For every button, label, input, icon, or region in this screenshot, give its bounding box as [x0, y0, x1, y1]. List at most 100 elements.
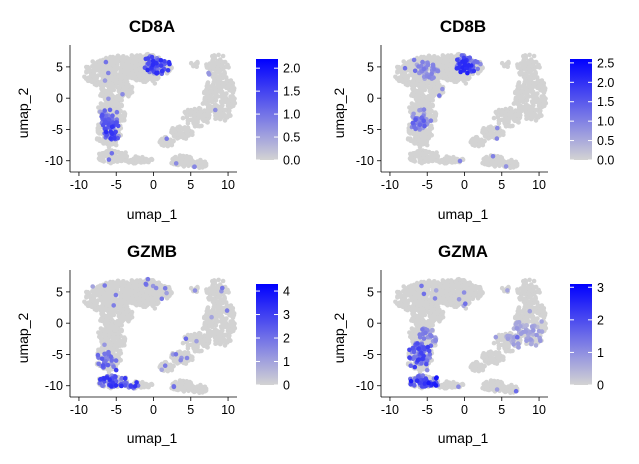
- cell-point: [99, 316, 104, 322]
- cell-point: [134, 302, 139, 308]
- cell-point: [418, 152, 423, 157]
- cell-point: [122, 295, 128, 301]
- cell-point: [438, 75, 444, 80]
- scatter-points: [82, 51, 238, 170]
- cell-point: [501, 132, 506, 138]
- cell-point: [448, 53, 453, 59]
- cell-point: [212, 85, 217, 91]
- cell-point: [506, 159, 511, 164]
- cell-point: [424, 84, 429, 89]
- y-axis-label: umap_2: [331, 87, 347, 138]
- panel-title: GZMB: [127, 242, 177, 261]
- colorbar-tick-label: 0.5: [283, 131, 300, 145]
- cell-point: [103, 129, 109, 135]
- cell-point: [138, 156, 143, 162]
- cell-point: [481, 129, 487, 134]
- cell-point: [219, 113, 224, 119]
- y-tick-label: 5: [367, 60, 374, 74]
- cell-point: [136, 72, 142, 78]
- cell-point: [531, 80, 537, 86]
- cell-point: [416, 137, 422, 143]
- cell-point: [223, 96, 228, 102]
- cell-point: [229, 94, 235, 99]
- cell-point: [521, 60, 526, 66]
- colorbar-tick-label: 2.0: [283, 62, 300, 76]
- cell-point: [86, 302, 92, 307]
- cell-point: [145, 67, 150, 73]
- cell-point: [191, 121, 197, 127]
- cell-point: [107, 325, 113, 331]
- x-tick-label: -10: [70, 178, 88, 192]
- cell-point: [457, 158, 463, 164]
- cell-point: [161, 143, 167, 148]
- cell-point: [422, 139, 427, 145]
- colorbar-gradient: [570, 59, 592, 160]
- cell-point: [128, 291, 134, 297]
- cell-point: [113, 142, 119, 148]
- cell-point: [116, 88, 122, 94]
- cell-point: [229, 322, 235, 328]
- y-tick-label: -10: [356, 154, 374, 168]
- cell-point: [228, 78, 234, 83]
- cell-point: [523, 85, 528, 91]
- cell-point: [86, 77, 92, 82]
- cell-point: [103, 336, 108, 341]
- cell-point: [417, 122, 423, 127]
- cell-point: [106, 302, 112, 308]
- cell-point: [101, 150, 106, 156]
- y-tick-label: -10: [45, 154, 63, 168]
- cell-point: [113, 327, 119, 333]
- colorbar-tick-label: 0.0: [283, 154, 300, 168]
- cell-point: [158, 283, 164, 288]
- cell-point: [82, 299, 87, 305]
- cell-point: [94, 288, 99, 294]
- cell-point: [184, 115, 190, 120]
- cell-point: [427, 158, 433, 163]
- cell-point: [225, 328, 231, 334]
- cell-point: [519, 95, 525, 101]
- cell-point: [221, 84, 226, 89]
- cell-point: [108, 129, 114, 134]
- y-tick-label: 0: [367, 92, 374, 106]
- cell-point: [113, 84, 118, 89]
- cell-point: [443, 156, 448, 162]
- cell-point: [210, 56, 216, 62]
- cell-point: [213, 97, 219, 103]
- cell-point: [113, 284, 119, 290]
- cell-point: [437, 93, 442, 98]
- cell-point: [454, 66, 460, 71]
- cell-point: [429, 102, 435, 108]
- cell-point: [195, 159, 200, 164]
- cell-point: [94, 136, 100, 141]
- cell-point: [446, 58, 452, 63]
- cell-point: [167, 61, 172, 67]
- cell-point: [455, 78, 461, 83]
- cell-point: [111, 346, 116, 352]
- x-tick-label: 10: [221, 178, 235, 192]
- cell-point: [179, 125, 184, 131]
- cell-point: [210, 60, 215, 66]
- cell-point: [222, 118, 228, 123]
- cell-point: [220, 80, 226, 86]
- cell-point: [116, 158, 122, 163]
- cell-point: [122, 70, 128, 76]
- cell-point: [213, 107, 218, 113]
- cell-point: [173, 161, 179, 166]
- cell-point: [494, 155, 500, 160]
- cell-point: [95, 129, 101, 134]
- cell-point: [121, 87, 126, 92]
- cell-point: [90, 59, 95, 64]
- cell-point: [228, 113, 233, 118]
- cell-point: [106, 77, 112, 83]
- cell-point: [402, 65, 408, 71]
- cell-point: [535, 63, 540, 69]
- cell-point: [530, 113, 535, 119]
- cell-point: [420, 131, 425, 137]
- cell-point: [135, 292, 141, 297]
- cell-point: [465, 70, 470, 76]
- cell-point: [169, 160, 174, 166]
- cell-point: [190, 117, 195, 123]
- cell-point: [217, 68, 223, 74]
- colorbar-tick-label: 2.5: [597, 56, 614, 70]
- cell-point: [107, 100, 113, 106]
